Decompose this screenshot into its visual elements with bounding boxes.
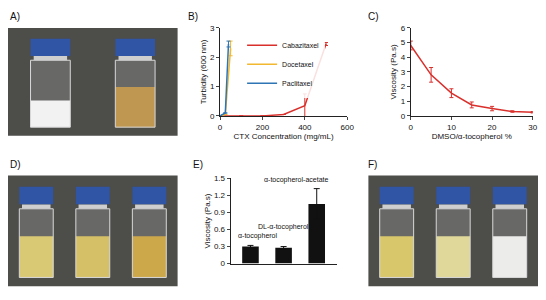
svg-text:2: 2 xyxy=(401,82,406,91)
svg-text:D): D) xyxy=(10,159,21,170)
svg-text:1.5: 1.5 xyxy=(214,174,226,183)
svg-text:0: 0 xyxy=(218,123,223,132)
svg-text:DL-α-tocopherol: DL-α-tocopherol xyxy=(258,223,309,231)
svg-text:20: 20 xyxy=(488,123,497,132)
svg-text:600: 600 xyxy=(341,123,355,132)
svg-text:CTX Concentration (mg/mL): CTX Concentration (mg/mL) xyxy=(234,132,334,141)
svg-text:α-tocopherol-acetate: α-tocopherol-acetate xyxy=(264,176,328,184)
svg-text:3: 3 xyxy=(210,24,215,33)
svg-text:0.3: 0.3 xyxy=(214,242,226,251)
svg-text:C): C) xyxy=(368,11,379,22)
svg-text:0: 0 xyxy=(221,259,226,268)
svg-text:Viscosity (Pa.s): Viscosity (Pa.s) xyxy=(389,44,398,99)
svg-text:B): B) xyxy=(188,11,198,22)
svg-text:0.9: 0.9 xyxy=(214,208,226,217)
svg-text:2: 2 xyxy=(210,53,215,62)
svg-text:400: 400 xyxy=(298,123,312,132)
svg-text:30: 30 xyxy=(528,123,537,132)
svg-text:DMSO/α-tocopherol %: DMSO/α-tocopherol % xyxy=(432,132,512,141)
svg-text:10: 10 xyxy=(447,123,456,132)
svg-text:0: 0 xyxy=(401,112,406,121)
svg-text:Viscosity (Pa.s): Viscosity (Pa.s) xyxy=(203,193,212,248)
svg-text:1.2: 1.2 xyxy=(214,191,226,200)
svg-text:F): F) xyxy=(368,159,377,170)
svg-text:Cabazitaxel: Cabazitaxel xyxy=(282,42,319,49)
svg-text:1: 1 xyxy=(210,82,215,91)
svg-text:200: 200 xyxy=(256,123,270,132)
svg-text:Turbidity (600 nm): Turbidity (600 nm) xyxy=(199,39,208,104)
svg-text:0: 0 xyxy=(409,123,414,132)
svg-text:6: 6 xyxy=(401,24,406,33)
svg-text:5: 5 xyxy=(401,38,406,47)
svg-text:E): E) xyxy=(193,159,203,170)
svg-text:0.6: 0.6 xyxy=(214,225,226,234)
svg-text:A): A) xyxy=(10,11,20,22)
svg-text:1: 1 xyxy=(401,97,406,106)
svg-text:4: 4 xyxy=(401,53,406,62)
svg-text:α-tocopherol: α-tocopherol xyxy=(238,232,278,240)
svg-text:0: 0 xyxy=(210,112,215,121)
svg-text:Docetaxel: Docetaxel xyxy=(282,61,314,68)
svg-text:Paclitaxel: Paclitaxel xyxy=(282,80,312,87)
svg-text:3: 3 xyxy=(401,68,406,77)
